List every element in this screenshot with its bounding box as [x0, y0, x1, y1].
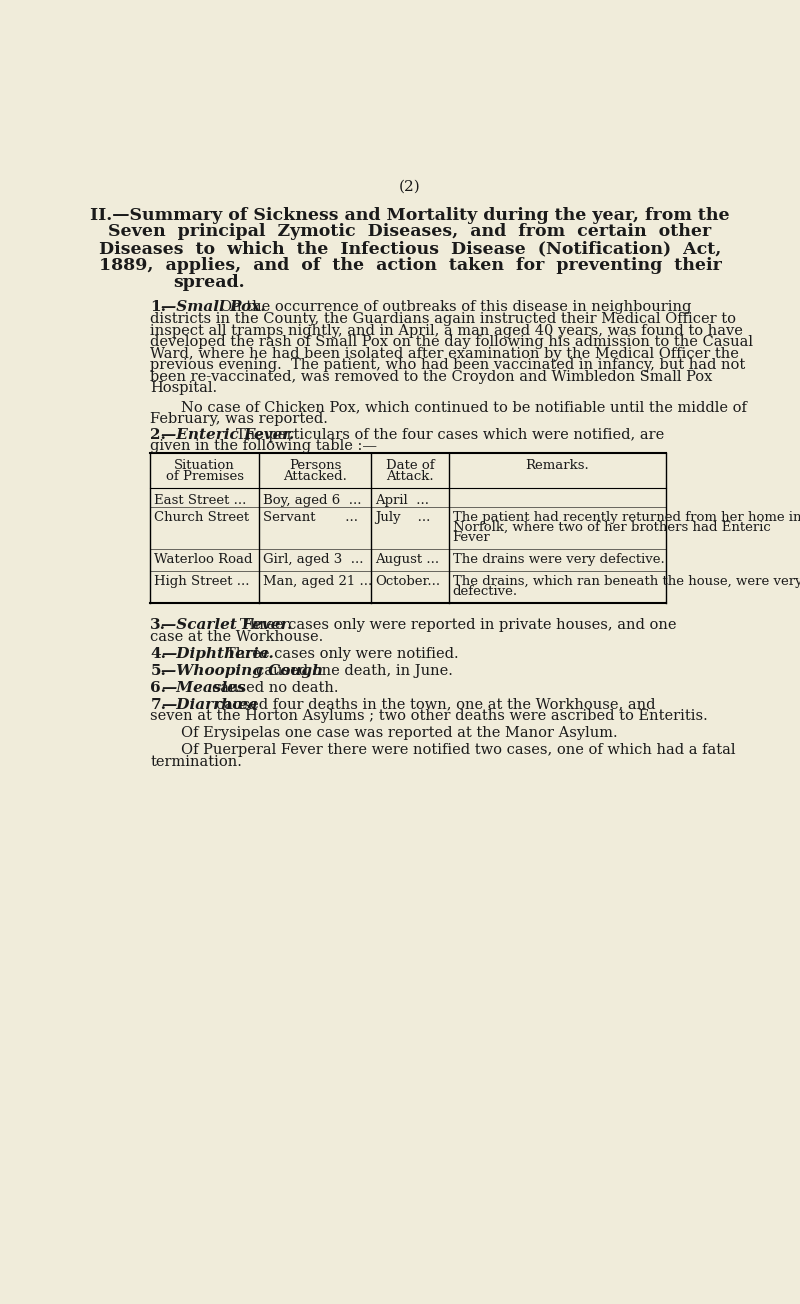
- Text: 4.: 4.: [150, 647, 166, 661]
- Text: Diseases  to  which  the  Infectious  Disease  (Notification)  Act,: Diseases to which the Infectious Disease…: [99, 240, 721, 257]
- Text: April  ...: April ...: [375, 494, 429, 507]
- Text: —Small Pox.: —Small Pox.: [162, 300, 266, 314]
- Text: developed the rash of Small Pox on the day following his admission to the Casual: developed the rash of Small Pox on the d…: [150, 335, 754, 349]
- Text: Three cases only were reported in private houses, and one: Three cases only were reported in privat…: [239, 618, 676, 632]
- Text: caused one death, in June.: caused one death, in June.: [256, 664, 453, 678]
- Text: Remarks.: Remarks.: [526, 459, 589, 472]
- Text: October...: October...: [375, 575, 440, 588]
- Text: Situation: Situation: [174, 459, 235, 472]
- Text: The particulars of the four cases which were notified, are: The particulars of the four cases which …: [236, 428, 664, 442]
- Text: August ...: August ...: [375, 553, 439, 566]
- Text: Seven  principal  Zymotic  Diseases,  and  from  certain  other: Seven principal Zymotic Diseases, and fr…: [108, 223, 712, 240]
- Text: Norfolk, where two of her brothers had Enteric: Norfolk, where two of her brothers had E…: [453, 520, 770, 533]
- Text: II.—Summary of Sickness and Mortality during the year, from the: II.—Summary of Sickness and Mortality du…: [90, 206, 730, 223]
- Text: The drains, which ran beneath the house, were very: The drains, which ran beneath the house,…: [453, 575, 800, 588]
- Text: Attack.: Attack.: [386, 469, 434, 482]
- Text: 1889,  applies,  and  of  the  action  taken  for  preventing  their: 1889, applies, and of the action taken f…: [98, 257, 722, 274]
- Text: —Diarrhœa: —Diarrhœa: [162, 698, 258, 712]
- Text: Hospital.: Hospital.: [150, 381, 218, 395]
- Text: inspect all tramps nightly, and in April, a man aged 40 years, was found to have: inspect all tramps nightly, and in April…: [150, 323, 743, 338]
- Text: Fever: Fever: [453, 531, 490, 544]
- Text: Waterloo Road: Waterloo Road: [154, 553, 253, 566]
- Text: previous evening.  The patient, who had been vaccinated in infancy, but had not: previous evening. The patient, who had b…: [150, 359, 746, 372]
- Text: No case of Chicken Pox, which continued to be notifiable until the middle of: No case of Chicken Pox, which continued …: [182, 400, 747, 415]
- Text: February, was reported.: February, was reported.: [150, 412, 328, 426]
- Text: —Diphtheria.: —Diphtheria.: [162, 647, 274, 661]
- Text: (2): (2): [399, 180, 421, 193]
- Text: —Scarlet Fever.: —Scarlet Fever.: [162, 618, 293, 632]
- Text: Boy, aged 6  ...: Boy, aged 6 ...: [262, 494, 362, 507]
- Text: Persons: Persons: [289, 459, 342, 472]
- Text: —Measles: —Measles: [162, 681, 246, 695]
- Text: termination.: termination.: [150, 755, 242, 769]
- Text: Date of: Date of: [386, 459, 434, 472]
- Text: Church Street: Church Street: [154, 511, 250, 524]
- Text: 5.: 5.: [150, 664, 166, 678]
- Text: 6.: 6.: [150, 681, 166, 695]
- Text: Man, aged 21 ...: Man, aged 21 ...: [262, 575, 372, 588]
- Text: of Premises: of Premises: [166, 469, 244, 482]
- Text: On the occurrence of outbreaks of this disease in neighbouring: On the occurrence of outbreaks of this d…: [220, 300, 691, 314]
- Text: Girl, aged 3  ...: Girl, aged 3 ...: [262, 553, 363, 566]
- Text: 1.: 1.: [150, 300, 166, 314]
- Text: 7.: 7.: [150, 698, 166, 712]
- Text: Servant       ...: Servant ...: [262, 511, 358, 524]
- Text: case at the Workhouse.: case at the Workhouse.: [150, 630, 324, 644]
- Text: July    ...: July ...: [375, 511, 430, 524]
- Text: The drains were very defective.: The drains were very defective.: [453, 553, 664, 566]
- Text: Of Puerperal Fever there were notified two cases, one of which had a fatal: Of Puerperal Fever there were notified t…: [182, 743, 736, 758]
- Text: spread.: spread.: [174, 274, 246, 291]
- Text: —Whooping Cough: —Whooping Cough: [162, 664, 323, 678]
- Text: caused four deaths in the town, one at the Workhouse, and: caused four deaths in the town, one at t…: [216, 698, 656, 712]
- Text: —Enteric Fever.: —Enteric Fever.: [162, 428, 294, 442]
- Text: Ward, where he had been isolated after examination by the Medical Officer the: Ward, where he had been isolated after e…: [150, 347, 739, 361]
- Text: districts in the County, the Guardians again instructed their Medical Officer to: districts in the County, the Guardians a…: [150, 312, 736, 326]
- Text: given in the following table :—: given in the following table :—: [150, 439, 378, 452]
- Text: High Street ...: High Street ...: [154, 575, 250, 588]
- Text: Of Erysipelas one case was reported at the Manor Asylum.: Of Erysipelas one case was reported at t…: [182, 726, 618, 741]
- Text: 3.: 3.: [150, 618, 166, 632]
- Text: 2.: 2.: [150, 428, 166, 442]
- Text: East Street ...: East Street ...: [154, 494, 246, 507]
- Text: seven at the Horton Asylums ; two other deaths were ascribed to Enteritis.: seven at the Horton Asylums ; two other …: [150, 709, 708, 724]
- Text: been re-vaccinated, was removed to the Croydon and Wimbledon Small Pox: been re-vaccinated, was removed to the C…: [150, 370, 713, 383]
- Text: Attacked.: Attacked.: [283, 469, 347, 482]
- Text: caused no death.: caused no death.: [212, 681, 339, 695]
- Text: Three cases only were notified.: Three cases only were notified.: [226, 647, 459, 661]
- Text: defective.: defective.: [453, 584, 518, 597]
- Text: The patient had recently returned from her home in: The patient had recently returned from h…: [453, 511, 800, 524]
